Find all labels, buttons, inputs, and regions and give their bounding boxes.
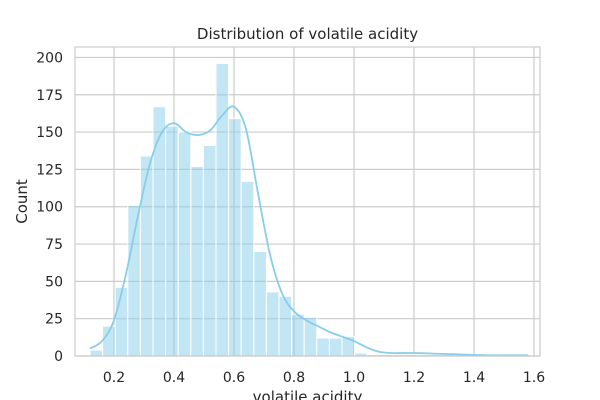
histogram-bar	[291, 313, 305, 357]
histogram-bar	[89, 349, 104, 357]
x-tick-label: 1.0	[343, 370, 365, 386]
y-tick-labels: 0 25 50 75 100 125 150 175 200	[36, 50, 63, 365]
y-tick-label: 0	[54, 349, 63, 365]
y-tick-label: 125	[36, 162, 63, 178]
axes-frame	[74, 46, 541, 357]
kde-curve	[89, 105, 528, 357]
histogram-bar	[240, 180, 255, 357]
y-tick-label: 100	[36, 200, 63, 216]
x-tick-label: 0.8	[283, 370, 305, 386]
x-tick-label: 1.2	[403, 370, 425, 386]
x-tick-label: 0.6	[223, 370, 245, 386]
chart-title: Distribution of volatile acidity	[197, 25, 418, 43]
histogram-bar	[215, 62, 230, 357]
y-tick-label: 175	[36, 88, 63, 104]
y-tick-label: 75	[45, 237, 63, 253]
y-tick-label: 50	[45, 274, 63, 290]
histogram-bar	[316, 337, 330, 357]
histogram-bar	[165, 125, 179, 357]
histogram-bar	[202, 145, 217, 357]
histogram-bar	[139, 155, 154, 357]
y-tick-label: 200	[36, 50, 63, 66]
histogram-bar	[253, 251, 267, 357]
histogram-bar	[152, 106, 167, 357]
histogram-bars	[89, 62, 532, 357]
y-tick-label: 25	[45, 312, 63, 328]
x-tick-label: 1.4	[463, 370, 485, 386]
histogram-bar	[127, 204, 141, 357]
histogram-bar	[265, 291, 280, 357]
x-tick-label: 1.6	[523, 370, 545, 386]
x-tick-label: 0.4	[163, 370, 185, 386]
y-tick-label: 150	[36, 125, 63, 141]
histogram-bar	[177, 131, 192, 357]
histogram-bar	[228, 118, 242, 357]
histogram-bar	[190, 165, 204, 357]
y-axis-label: Count	[13, 179, 31, 224]
histogram-bar	[114, 286, 129, 357]
x-tick-label: 0.2	[103, 370, 125, 386]
x-tick-labels: 0.2 0.4 0.6 0.8 1.0 1.2 1.4 1.6	[103, 370, 545, 386]
x-axis-label: volatile acidity	[253, 388, 363, 400]
histogram-bar	[328, 337, 343, 357]
